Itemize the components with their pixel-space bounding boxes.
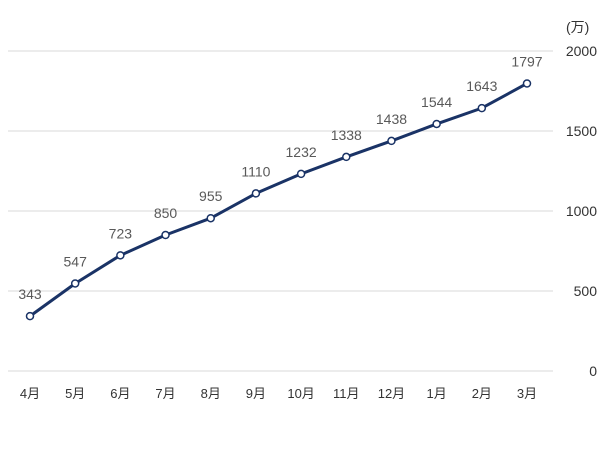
y-tick-label: 2000 <box>566 43 597 59</box>
x-tick-label: 11月 <box>333 386 360 401</box>
data-label: 1643 <box>466 78 497 94</box>
data-point <box>251 189 261 198</box>
x-tick-label: 5月 <box>65 386 85 401</box>
data-point <box>206 213 215 223</box>
data-point <box>477 103 487 113</box>
data-point <box>70 279 80 288</box>
data-label: 955 <box>199 188 223 204</box>
gridlines <box>8 50 553 372</box>
data-point <box>116 251 125 260</box>
y-axis-ticks: 0 500 1000 1500 2000 <box>566 43 597 379</box>
data-label: 723 <box>109 225 133 241</box>
data-label: 850 <box>154 205 178 221</box>
x-tick-label: 8月 <box>201 386 221 401</box>
data-point <box>522 79 532 88</box>
data-point <box>432 119 441 129</box>
data-label: 1232 <box>286 144 317 160</box>
x-tick-label: 4月 <box>20 386 40 401</box>
data-label: 1544 <box>421 94 452 110</box>
x-tick-label: 10月 <box>287 386 314 401</box>
data-label: 1338 <box>331 127 362 143</box>
x-tick-label: 2月 <box>472 386 492 401</box>
x-axis-ticks: 4月 5月 6月 7月 8月 9月 10月 11月 12月 1月 2月 3月 <box>20 386 537 401</box>
data-point <box>387 136 396 146</box>
y-tick-label: 1000 <box>566 203 597 219</box>
data-point <box>25 311 35 321</box>
data-label: 1110 <box>241 163 270 179</box>
x-tick-label: 1月 <box>427 386 447 401</box>
x-tick-label: 6月 <box>110 386 130 401</box>
x-tick-label: 12月 <box>378 386 405 401</box>
data-labels: 343 547 723 850 955 1110 1232 1338 1438 1544 1643 1… <box>18 53 542 302</box>
x-tick-label: 7月 <box>155 386 175 401</box>
data-label: 1438 <box>376 111 407 127</box>
data-label: 547 <box>64 253 88 269</box>
y-tick-label: 500 <box>574 283 598 299</box>
data-label: 343 <box>18 286 42 302</box>
series-line <box>29 82 528 318</box>
x-tick-label: 3月 <box>517 386 537 401</box>
data-point <box>342 152 351 162</box>
data-label: 1797 <box>511 53 542 69</box>
unit-label: (万) <box>566 19 590 35</box>
data-point <box>161 230 170 240</box>
data-series <box>25 79 532 321</box>
x-tick-label: 9月 <box>246 386 266 401</box>
y-tick-label: 1500 <box>566 123 597 139</box>
y-tick-label: 0 <box>589 363 597 379</box>
data-point <box>296 169 306 179</box>
